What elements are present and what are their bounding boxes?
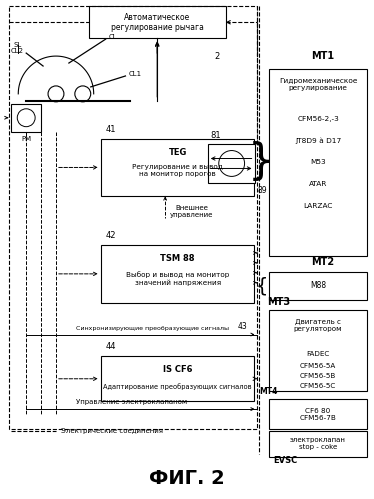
Text: CF6 80
CFM56-7B: CF6 80 CFM56-7B bbox=[300, 408, 337, 421]
Text: MT3: MT3 bbox=[267, 297, 291, 307]
Bar bbox=[11, 104, 41, 132]
Bar bbox=[269, 69, 367, 256]
Text: M53: M53 bbox=[310, 160, 326, 166]
Bar bbox=[269, 431, 367, 457]
Text: TSM 88: TSM 88 bbox=[160, 254, 195, 263]
Bar bbox=[269, 310, 367, 391]
Text: 81: 81 bbox=[211, 131, 221, 140]
Text: Двигатель с
регулятором: Двигатель с регулятором bbox=[294, 319, 342, 332]
Text: 44: 44 bbox=[105, 342, 116, 351]
Text: CFM56-2,-3: CFM56-2,-3 bbox=[297, 116, 339, 122]
Text: JT8D9 à D17: JT8D9 à D17 bbox=[295, 137, 341, 144]
Text: CL2: CL2 bbox=[10, 48, 23, 54]
Text: MT2: MT2 bbox=[312, 257, 335, 267]
Text: EVSC: EVSC bbox=[273, 456, 298, 465]
Text: MT4: MT4 bbox=[260, 387, 278, 396]
Text: Внешнее
управление: Внешнее управление bbox=[170, 205, 214, 218]
Text: ФИГ. 2: ФИГ. 2 bbox=[149, 469, 225, 488]
Bar bbox=[269, 272, 367, 300]
Text: M88: M88 bbox=[310, 281, 326, 290]
Text: 41: 41 bbox=[105, 125, 116, 134]
Text: Адаптирование преобразующих сигналов: Адаптирование преобразующих сигналов bbox=[103, 383, 252, 390]
Text: {: { bbox=[255, 276, 268, 295]
Bar bbox=[89, 6, 226, 38]
Text: Регулирование и вывод
на монитор порогов: Регулирование и вывод на монитор порогов bbox=[132, 164, 223, 177]
Text: 89: 89 bbox=[257, 186, 267, 195]
Text: 43: 43 bbox=[237, 321, 247, 330]
Bar bbox=[101, 245, 254, 303]
Text: SL: SL bbox=[13, 42, 22, 48]
Bar bbox=[208, 144, 255, 183]
Text: Гидромеханическое
регулирование: Гидромеханическое регулирование bbox=[279, 78, 357, 91]
Text: электроклапан
stop - coke: электроклапан stop - coke bbox=[290, 438, 346, 451]
Text: 2: 2 bbox=[215, 52, 220, 61]
Text: MT1: MT1 bbox=[312, 51, 335, 61]
Text: CFM56-5C: CFM56-5C bbox=[300, 383, 336, 389]
Bar bbox=[9, 6, 257, 429]
Text: Электрические соединения: Электрические соединения bbox=[61, 428, 163, 434]
Bar bbox=[101, 139, 254, 196]
Text: Выбор и вывод на монитор
значений напряжения: Выбор и вывод на монитор значений напряж… bbox=[126, 271, 229, 286]
Text: CFM56-5B: CFM56-5B bbox=[300, 373, 336, 379]
Text: }: } bbox=[248, 142, 275, 184]
Bar bbox=[269, 399, 367, 429]
Text: TEG: TEG bbox=[168, 148, 187, 157]
Text: LARZAC: LARZAC bbox=[303, 203, 333, 209]
Text: 42: 42 bbox=[105, 231, 116, 240]
Text: CFM56-5A: CFM56-5A bbox=[300, 363, 336, 369]
Text: PM: PM bbox=[21, 136, 31, 142]
Text: Синхронизирующие преобразующие сигналы: Синхронизирующие преобразующие сигналы bbox=[76, 325, 229, 330]
Text: CL: CL bbox=[108, 34, 117, 40]
Text: IS CF6: IS CF6 bbox=[163, 365, 192, 374]
Text: FADEC: FADEC bbox=[306, 351, 329, 357]
Text: ATAR: ATAR bbox=[309, 181, 327, 187]
Text: Управление электроклапаном: Управление электроклапаном bbox=[76, 399, 187, 405]
Text: CL1: CL1 bbox=[128, 71, 142, 77]
Bar bbox=[101, 356, 254, 401]
Text: Автоматическое
регулирование рычага: Автоматическое регулирование рычага bbox=[111, 12, 204, 32]
